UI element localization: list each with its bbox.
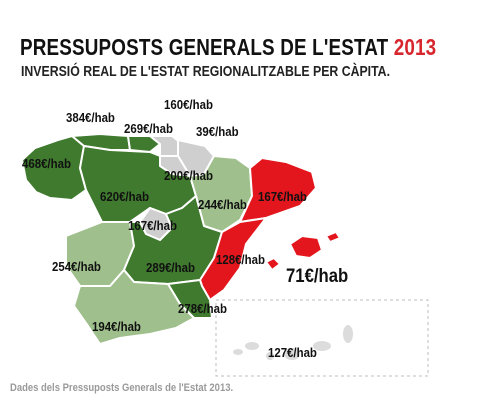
region-valencia: [199, 217, 267, 301]
region-value-label: 127€/hab: [268, 345, 317, 360]
region-value-label: 384€/hab: [66, 110, 115, 125]
region-catalunya: [239, 157, 317, 223]
map-subtitle: INVERSIÓ REAL DE L'ESTAT REGIONALITZABLE…: [21, 63, 390, 80]
canary-islands: [233, 325, 353, 360]
region-value-label: 269€/hab: [124, 121, 173, 136]
portugal-outline: [40, 200, 74, 306]
region-value-label: 39€/hab: [196, 124, 239, 139]
region-value-label: 244€/hab: [198, 197, 247, 212]
region-balears-eivissa: [265, 257, 281, 271]
region-labels: 468€/hab 384€/hab 269€/hab 160€/hab 39€/hab 2…: [22, 97, 348, 360]
source-note: Dades dels Pressuposts Generals de l'Est…: [10, 382, 234, 394]
region-value-label: 194€/hab: [92, 319, 141, 334]
region-balears-menorca: [325, 231, 341, 243]
canary-inset-box: [215, 299, 429, 377]
region-cantabria: [127, 135, 161, 153]
region-andalusia: [73, 269, 195, 345]
region-value-label: 289€/hab: [146, 260, 195, 275]
region-value-label: 167€/hab: [128, 218, 177, 233]
region-value-label: 200€/hab: [164, 168, 213, 183]
region-balears-mallorca: [289, 235, 323, 259]
region-value-label: 128€/hab: [216, 252, 265, 267]
region-value-label: 160€/hab: [164, 97, 213, 112]
title-main: PRESSUPOSTS GENERALS DE L'ESTAT: [20, 34, 389, 60]
region-value-label: 468€/hab: [22, 156, 71, 171]
region-value-label: 71€/hab: [286, 265, 348, 286]
region-value-label: 254€/hab: [52, 259, 101, 274]
title-year: 2013: [393, 34, 437, 60]
region-rioja: [159, 155, 191, 177]
map-title: PRESSUPOSTS GENERALS DE L'ESTAT 2013: [20, 34, 436, 61]
region-value-label: 620€/hab: [100, 189, 149, 204]
region-value-label: 278€/hab: [178, 301, 227, 316]
region-value-label: 167€/hab: [258, 189, 307, 204]
